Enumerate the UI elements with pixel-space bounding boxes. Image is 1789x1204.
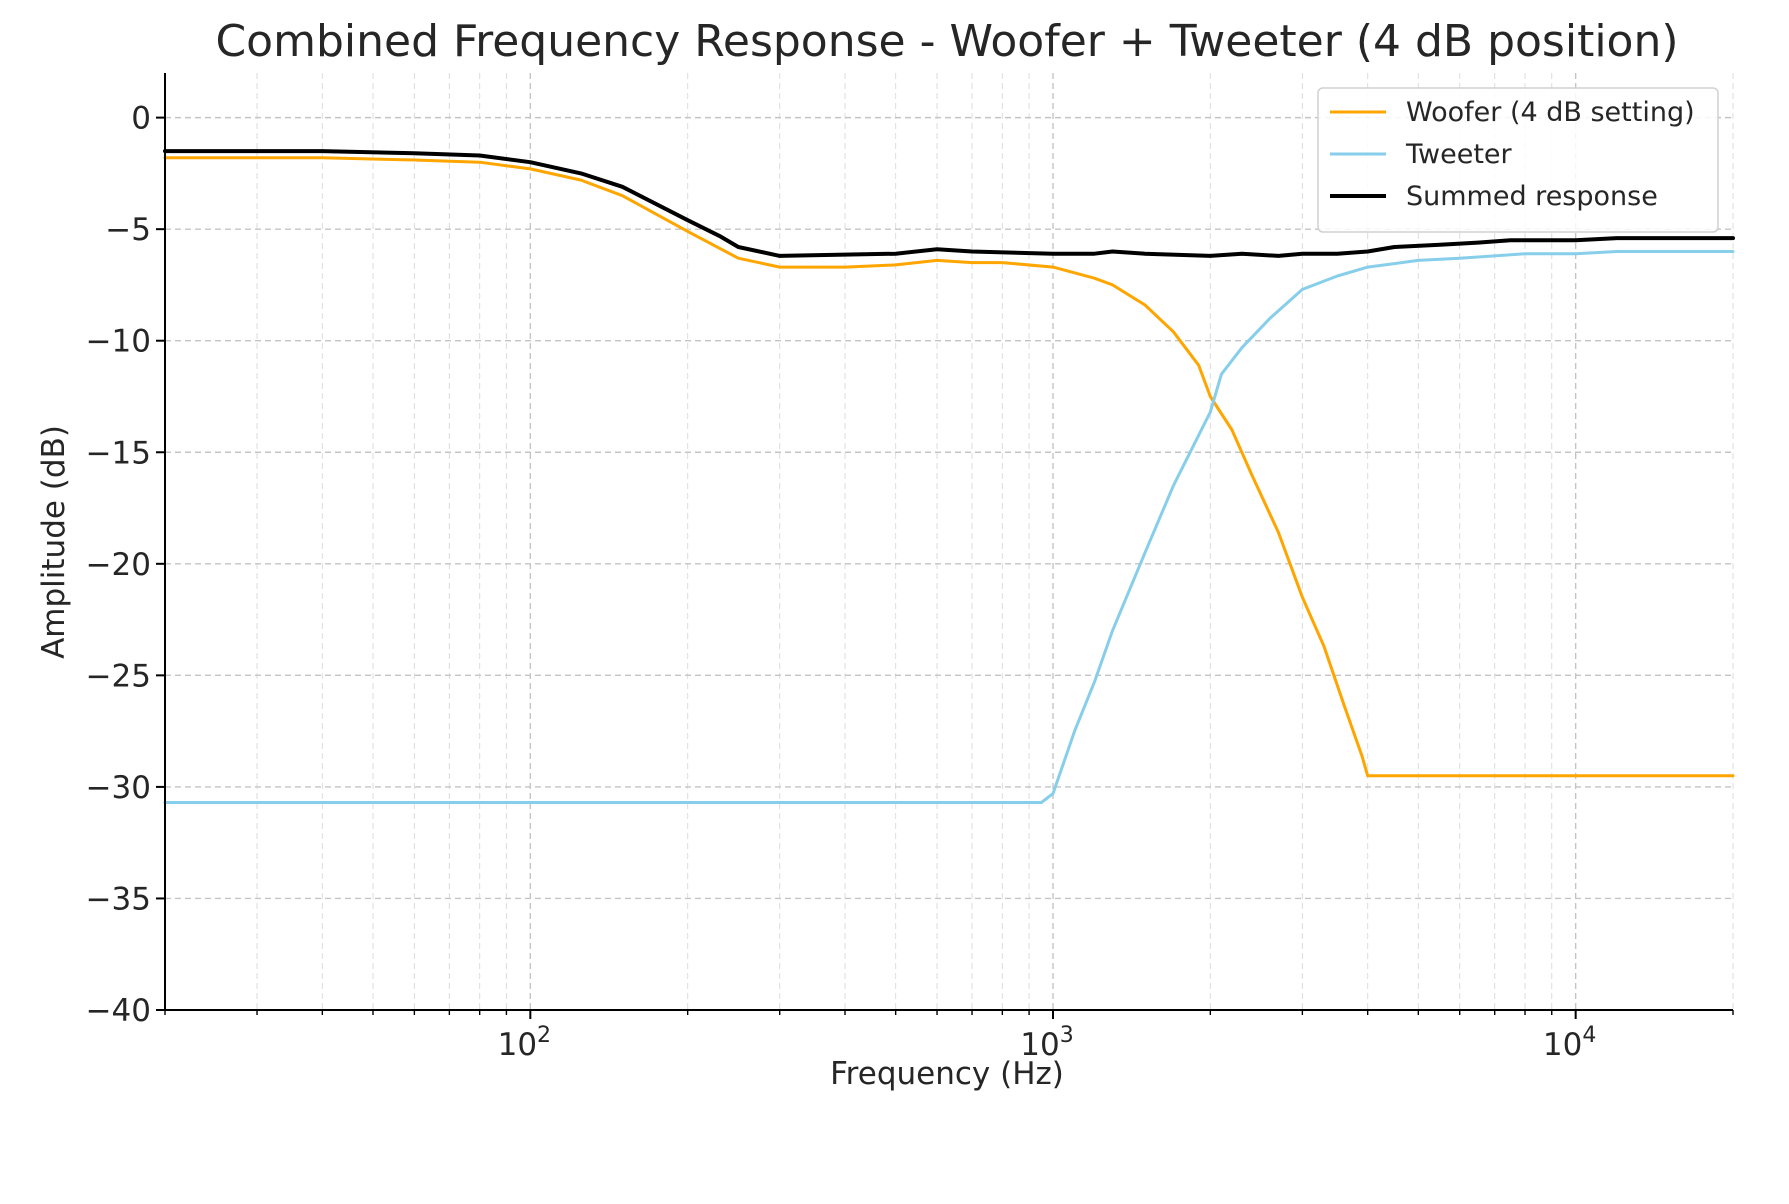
legend-label-1: Woofer (4 dB setting) [1406, 97, 1695, 128]
chart-title: Combined Frequency Response - Woofer + T… [215, 16, 1678, 67]
x-tick-label: 102 [498, 1023, 551, 1063]
axes-layer: 0 −5 −10 −15 −20 −25 −30 −35 −40 102 103 104 [86, 73, 1734, 1063]
legend: Woofer (4 dB setting) Tweeter Summed respo… [1317, 87, 1719, 233]
y-axis-label: Amplitude (dB) [36, 425, 72, 659]
legend-label-2: Tweeter [1405, 139, 1513, 170]
y-tick-label: −25 [86, 658, 151, 694]
y-tick-label: −40 [86, 993, 151, 1029]
y-tick-label: −30 [86, 770, 151, 806]
legend-box [1317, 87, 1719, 233]
y-tick-label: −10 [86, 324, 151, 360]
series-line-1 [163, 156, 1735, 778]
x-tick-label: 104 [1543, 1023, 1596, 1063]
x-tick-label: 103 [1020, 1023, 1073, 1063]
y-tick-label: 0 [131, 101, 151, 137]
grid-layer [164, 73, 1734, 1011]
y-tick-label: −35 [86, 881, 151, 917]
series-line-3 [163, 149, 1735, 258]
y-tick-label: −5 [105, 212, 151, 248]
x-axis-label: Frequency (Hz) [830, 1056, 1064, 1092]
y-tick-label: −20 [86, 547, 151, 583]
y-tick-label: −15 [86, 435, 151, 471]
series-line-2 [163, 250, 1735, 804]
series-layer [163, 149, 1735, 804]
legend-label-3: Summed response [1406, 181, 1658, 212]
